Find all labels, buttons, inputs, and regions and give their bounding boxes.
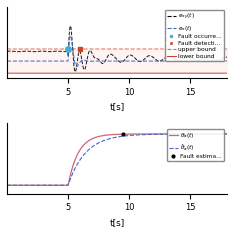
$e_x(t)$ [179, 60, 182, 62]
X-axis label: t[s]: t[s] [109, 102, 125, 111]
Legend: $\theta_a(t)$, $\hat{\theta}_a(t)$, Fault estima...: $\theta_a(t)$, $\hat{\theta}_a(t)$, Faul… [167, 129, 224, 161]
$\hat{\theta}_a(t)$ [219, 132, 222, 135]
$\theta_a(t)$ [179, 132, 182, 135]
Line: $\theta_a(t)$: $\theta_a(t)$ [7, 134, 227, 185]
Line: $e_x(t)$: $e_x(t)$ [7, 35, 227, 66]
$\theta_a(t)$ [6, 184, 8, 187]
$\theta_a(t)$ [219, 132, 222, 135]
$e_{xy}(t)$ [113, 55, 116, 58]
$\hat{\theta}_a(t)$ [219, 132, 222, 135]
$e_{xy}(t)$ [74, 70, 77, 73]
$\hat{\theta}_a(t)$ [226, 132, 228, 135]
$e_x(t)$ [75, 65, 78, 68]
$\hat{\theta}_a(t)$ [107, 138, 110, 141]
$e_{xy}(t)$ [17, 50, 20, 53]
$e_{xy}(t)$ [226, 56, 228, 58]
$\hat{\theta}_a(t)$ [113, 136, 115, 139]
$e_{xy}(t)$ [107, 54, 110, 57]
$e_x(t)$ [107, 60, 110, 62]
$e_x(t)$ [113, 60, 116, 62]
X-axis label: t[s]: t[s] [109, 218, 125, 227]
$\theta_a(t)$ [17, 184, 20, 187]
$e_{xy}(t)$ [69, 25, 72, 27]
$e_{xy}(t)$ [219, 58, 222, 60]
$e_x(t)$ [219, 60, 222, 62]
$e_{xy}(t)$ [219, 58, 222, 60]
Legend: $e_{xy}(t)$, $e_x(t)$, Fault occurre..., Fault detecti..., upper bound, lower bo: $e_{xy}(t)$, $e_x(t)$, Fault occurre...,… [165, 10, 224, 61]
Line: $\hat{\theta}_a(t)$: $\hat{\theta}_a(t)$ [7, 134, 227, 185]
$\theta_a(t)$ [107, 134, 110, 136]
$e_x(t)$ [226, 60, 228, 62]
$e_{xy}(t)$ [6, 50, 8, 53]
$e_x(t)$ [219, 60, 222, 62]
$e_x(t)$ [6, 60, 8, 62]
$\hat{\theta}_a(t)$ [179, 133, 182, 135]
$e_x(t)$ [69, 34, 72, 37]
$\hat{\theta}_a(t)$ [17, 184, 20, 187]
$\theta_a(t)$ [226, 132, 228, 135]
$\hat{\theta}_a(t)$ [6, 184, 8, 187]
$\theta_a(t)$ [219, 132, 222, 135]
Line: $e_{xy}(t)$: $e_{xy}(t)$ [7, 26, 227, 72]
$e_{xy}(t)$ [179, 59, 182, 62]
$e_x(t)$ [17, 60, 20, 62]
$\theta_a(t)$ [113, 133, 115, 136]
